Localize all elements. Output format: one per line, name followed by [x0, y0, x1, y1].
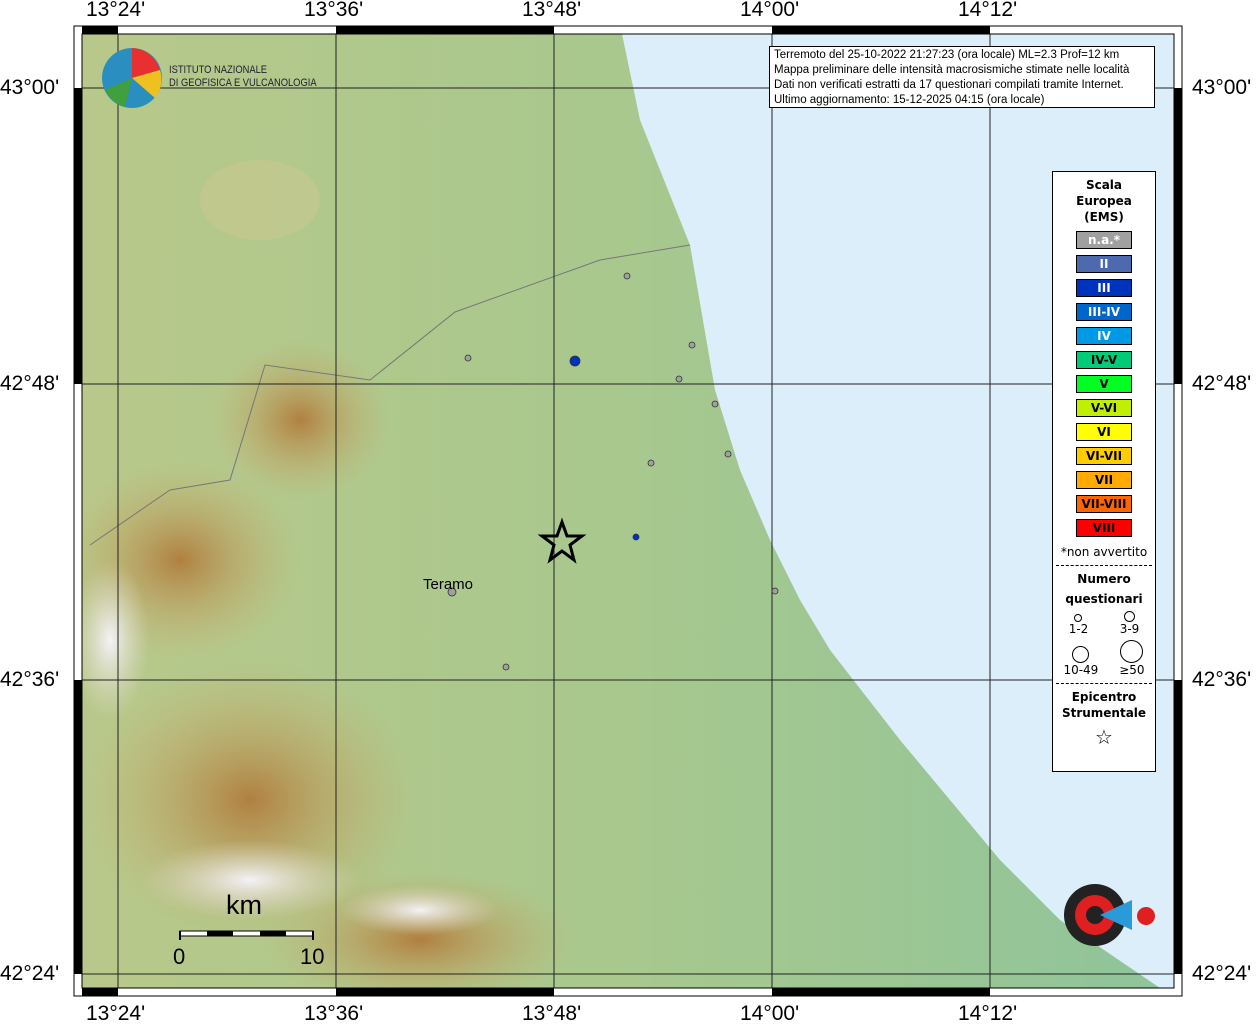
legend-title: Scala Europea (EMS) — [1053, 177, 1155, 225]
legend-title-1: Scala — [1085, 178, 1123, 192]
scale-end: 10 — [300, 944, 325, 969]
lat-left-1: 43°00' — [0, 76, 60, 99]
epi-title-1: Epicentro — [1071, 690, 1137, 704]
epi-title-2: Strumentale — [1061, 706, 1147, 720]
locality-point — [632, 533, 640, 541]
lon-top-4: 14°00' — [740, 0, 800, 21]
count-title-1: Numero — [1077, 572, 1131, 586]
lon-bottom-2: 13°36' — [304, 1002, 364, 1025]
lon-top-1: 13°24' — [86, 0, 146, 21]
size-label: 10-49 — [1063, 663, 1099, 677]
legend-note: *non avvertito — [1060, 545, 1148, 559]
intensity-swatch: VII — [1076, 471, 1132, 489]
locality-point — [711, 400, 719, 408]
info-line-1: Terremoto del 25-10-2022 21:27:23 (ora l… — [774, 49, 1120, 61]
intensity-swatch: VII-VIII — [1076, 495, 1132, 513]
locality-point — [447, 587, 457, 597]
info-line-3: Dati non verificati estratti da 17 quest… — [774, 79, 1124, 91]
intensity-swatch: III — [1076, 279, 1132, 297]
lon-bottom-3: 13°48' — [522, 1002, 582, 1025]
lat-right-3: 42°36' — [1192, 668, 1252, 691]
ingv-logo-icon — [102, 48, 162, 108]
info-line-2: Mappa preliminare delle intensità macros… — [774, 64, 1130, 76]
intensity-swatch: n.a.* — [1076, 231, 1132, 249]
scale-start: 0 — [173, 944, 186, 969]
lat-left-4: 42°24' — [0, 962, 60, 985]
locality-point — [647, 459, 655, 467]
size-circle-icon — [1120, 640, 1144, 663]
region-border — [89, 244, 691, 546]
lat-right-2: 42°48' — [1192, 372, 1252, 395]
intensity-swatch: VI-VII — [1076, 447, 1132, 465]
intensity-swatch: V — [1076, 375, 1132, 393]
intensity-swatch: V-VI — [1076, 399, 1132, 417]
legend: Scala Europea (EMS) n.a.* II III III-IV IV IV… — [1052, 171, 1156, 772]
scale-unit: km — [226, 890, 262, 920]
size-label: ≥50 — [1119, 663, 1145, 677]
lon-bottom-5: 14°12' — [958, 1002, 1018, 1025]
count-title-2: questionari — [1065, 592, 1143, 606]
size-circle-icon — [1072, 646, 1090, 663]
intensity-swatch: IV-V — [1076, 351, 1132, 369]
star-icon: ☆ — [1095, 725, 1113, 749]
info-line-4: Ultimo aggiornamento: 15-12-2025 04:15 (… — [774, 94, 1045, 106]
locality-point — [464, 354, 472, 362]
lon-bottom-1: 13°24' — [86, 1002, 146, 1025]
lon-top-5: 14°12' — [958, 0, 1018, 21]
intensity-swatch: II — [1076, 255, 1132, 273]
intensity-swatch: III-IV — [1076, 303, 1132, 321]
locality-point — [688, 341, 696, 349]
size-label: 1-2 — [1068, 622, 1089, 636]
count-title: Numero questionari — [1053, 571, 1155, 607]
event-info-box: Terremoto del 25-10-2022 21:27:23 (ora l… — [769, 46, 1155, 108]
divider — [1056, 565, 1152, 566]
locality-point — [675, 375, 683, 383]
ingv-logo-text: ISTITUTO NAZIONALE DI GEOFISICA E VULCAN… — [169, 64, 317, 90]
size-circle-icon — [1074, 614, 1083, 622]
locality-point — [569, 355, 581, 367]
logo-line-1: ISTITUTO NAZIONALE — [169, 64, 268, 76]
logo-line-2: DI GEOFISICA E VULCANOLOGIA — [169, 77, 317, 89]
locality-point — [623, 272, 631, 280]
locality-point — [502, 663, 510, 671]
lon-bottom-4: 14°00' — [740, 1002, 800, 1025]
lat-right-1: 43°00' — [1192, 76, 1252, 99]
intensity-swatch: VI — [1076, 423, 1132, 441]
scale-bar — [179, 930, 314, 940]
intensity-swatch: IV — [1076, 327, 1132, 345]
lon-top-3: 13°48' — [522, 0, 582, 21]
lat-right-4: 42°24' — [1192, 962, 1252, 985]
lon-top-2: 13°36' — [304, 0, 364, 21]
epicenter-star — [537, 517, 587, 564]
size-legend: 1-2 3-9 — [1053, 611, 1155, 636]
locality-point — [771, 587, 779, 595]
size-circle-icon — [1123, 611, 1135, 622]
size-legend-2: 10-49 ≥50 — [1053, 640, 1155, 677]
lat-left-3: 42°36' — [0, 668, 60, 691]
legend-title-2: Europea — [1076, 194, 1132, 208]
intensity-scale: n.a.* II III III-IV IV IV-V V V-VI VI VI-VII VII VI… — [1053, 231, 1155, 537]
haisentito-logo-icon — [1064, 884, 1155, 946]
map-frame — [73, 25, 1183, 997]
intensity-swatch: VIII — [1076, 519, 1132, 537]
legend-title-3: (EMS) — [1084, 210, 1124, 224]
divider — [1056, 683, 1152, 684]
city-label: Teramo — [423, 576, 474, 593]
locality-point — [724, 450, 732, 458]
size-label: 3-9 — [1119, 622, 1140, 636]
lat-left-2: 42°48' — [0, 372, 60, 395]
epicenter-title: Epicentro Strumentale — [1053, 689, 1155, 721]
